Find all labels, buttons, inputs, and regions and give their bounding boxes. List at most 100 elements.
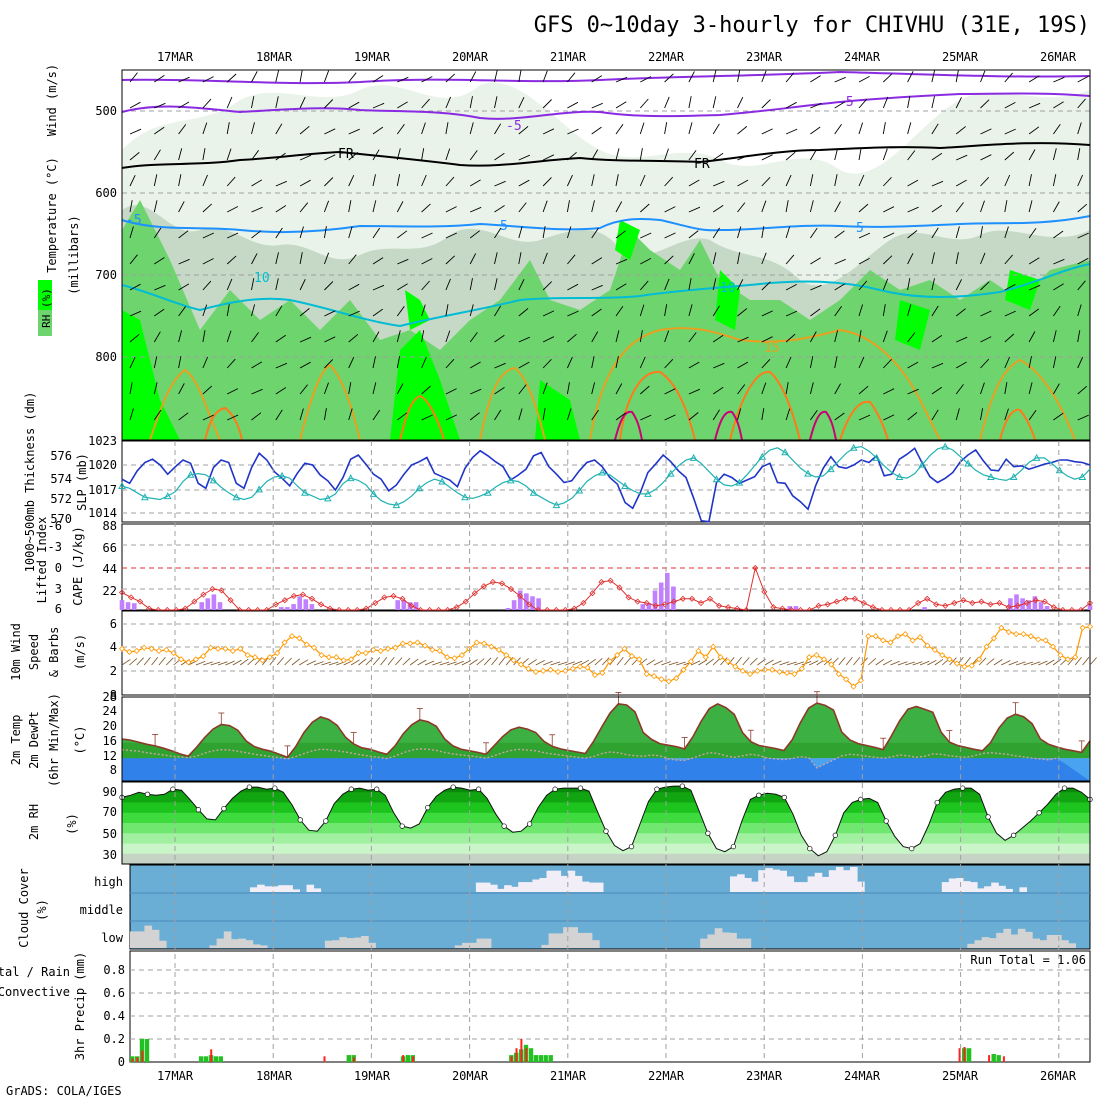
rh-point [170,786,176,792]
rh-point [297,817,303,823]
precip-total-bar [966,1048,972,1062]
wind-speed-point [392,644,399,651]
top-date-label: 26MAR [1040,50,1077,64]
lifted-index-point [598,578,605,586]
wind-barb [834,76,846,83]
wind-barb [195,661,206,666]
wind-barb [1077,280,1086,291]
wind-barb [275,362,288,369]
cloud-high-bar [821,876,830,892]
thickness-point [781,448,789,456]
cloud-high-bar [518,882,526,892]
wind-barb [772,660,782,666]
wind-barb [1004,284,1016,291]
wind-barb [470,388,482,395]
wind-barb [615,201,623,213]
wind-barb [882,255,893,265]
wind-barb [494,180,506,187]
wind-barb [299,154,312,161]
wind-barb [387,656,395,666]
wind-barb [664,358,674,369]
cloud-low-bar [988,938,997,948]
wind-speed-point [599,669,606,677]
wind-barb [785,382,789,395]
wind-barb [845,656,853,666]
wind-speed-point [606,658,613,665]
cloud-high-bar [482,882,491,892]
cloud-high-bar [955,878,964,892]
wind-speed-point [244,652,251,659]
cloud-low-bar [245,940,254,948]
thickness-tick-label: 572 [50,492,72,506]
wind-speed-point [983,643,990,650]
rh-point [985,814,991,820]
wind-barb [153,227,162,239]
wind-barb [129,128,142,135]
wind-barb [931,362,944,369]
wind-barb [469,253,477,265]
wind-barb [372,200,377,213]
lifted-index-point [688,595,696,602]
thickness-point [1009,472,1018,480]
wind-barb [324,310,336,317]
rh-point [603,828,609,834]
wind-barb [639,98,649,109]
wind-barb [883,414,895,421]
precip-total-bar [528,1048,534,1062]
lifted-index-point [381,594,388,601]
lifted-index-point [580,599,587,607]
wind-barb [153,331,161,343]
wind-barb [494,362,506,369]
wind-speed-point [517,661,525,668]
slp-axis-label: SLP (mb) [75,453,89,511]
cloud-level-label: high [94,875,123,889]
thickness-point [323,494,332,502]
wind-barb [737,361,749,369]
wind-barb [202,414,214,421]
lifted-index-point [1086,599,1094,607]
wind-barb [761,336,773,343]
wind-speed-point [333,654,340,661]
wind-barb [542,382,548,395]
wind-barb [483,657,492,666]
wind-barb [712,205,724,213]
wind-speed-point [717,654,724,661]
wind-barb [931,96,935,109]
cloud-low-bar [563,927,571,948]
cloud-low-bar [1003,928,1012,948]
wind-barb [518,252,522,265]
cloud-low-bar [339,937,347,948]
wind-barb [350,659,360,666]
wind-barb [591,75,603,83]
wind-speed-point [806,654,813,661]
slp-series [118,442,1091,523]
wind-barb [955,252,959,265]
bottom-date-label: 17MAR [157,1069,194,1083]
wind-barb [688,71,695,83]
cape-bar [119,600,125,610]
wind-speed-point [865,633,872,640]
wind-barb [712,278,717,291]
wind-speed-point [894,633,901,640]
wind-barb [542,226,546,239]
wind-barb [421,76,433,83]
wind-barb [226,358,236,369]
wind-speed-point [377,647,384,654]
wind-speed-point [259,657,266,664]
wind-barb [424,660,435,666]
wind-barb [883,232,895,239]
cape-bar [1032,596,1038,610]
thickness-point [621,481,629,489]
wind-barb [572,660,583,666]
cloud-high-bar [772,869,780,892]
wind-barb [858,414,871,421]
lifted-index-point [137,598,144,605]
cloud-low-bar [231,939,239,948]
rh-point [526,821,533,827]
wind-barb [980,408,984,421]
cloud-axis-label: Cloud Cover [17,868,31,947]
wind-barb [299,659,309,666]
cloud-low-bar [216,938,225,948]
wind-barb [664,304,668,317]
cloud-high-bar [546,870,555,892]
